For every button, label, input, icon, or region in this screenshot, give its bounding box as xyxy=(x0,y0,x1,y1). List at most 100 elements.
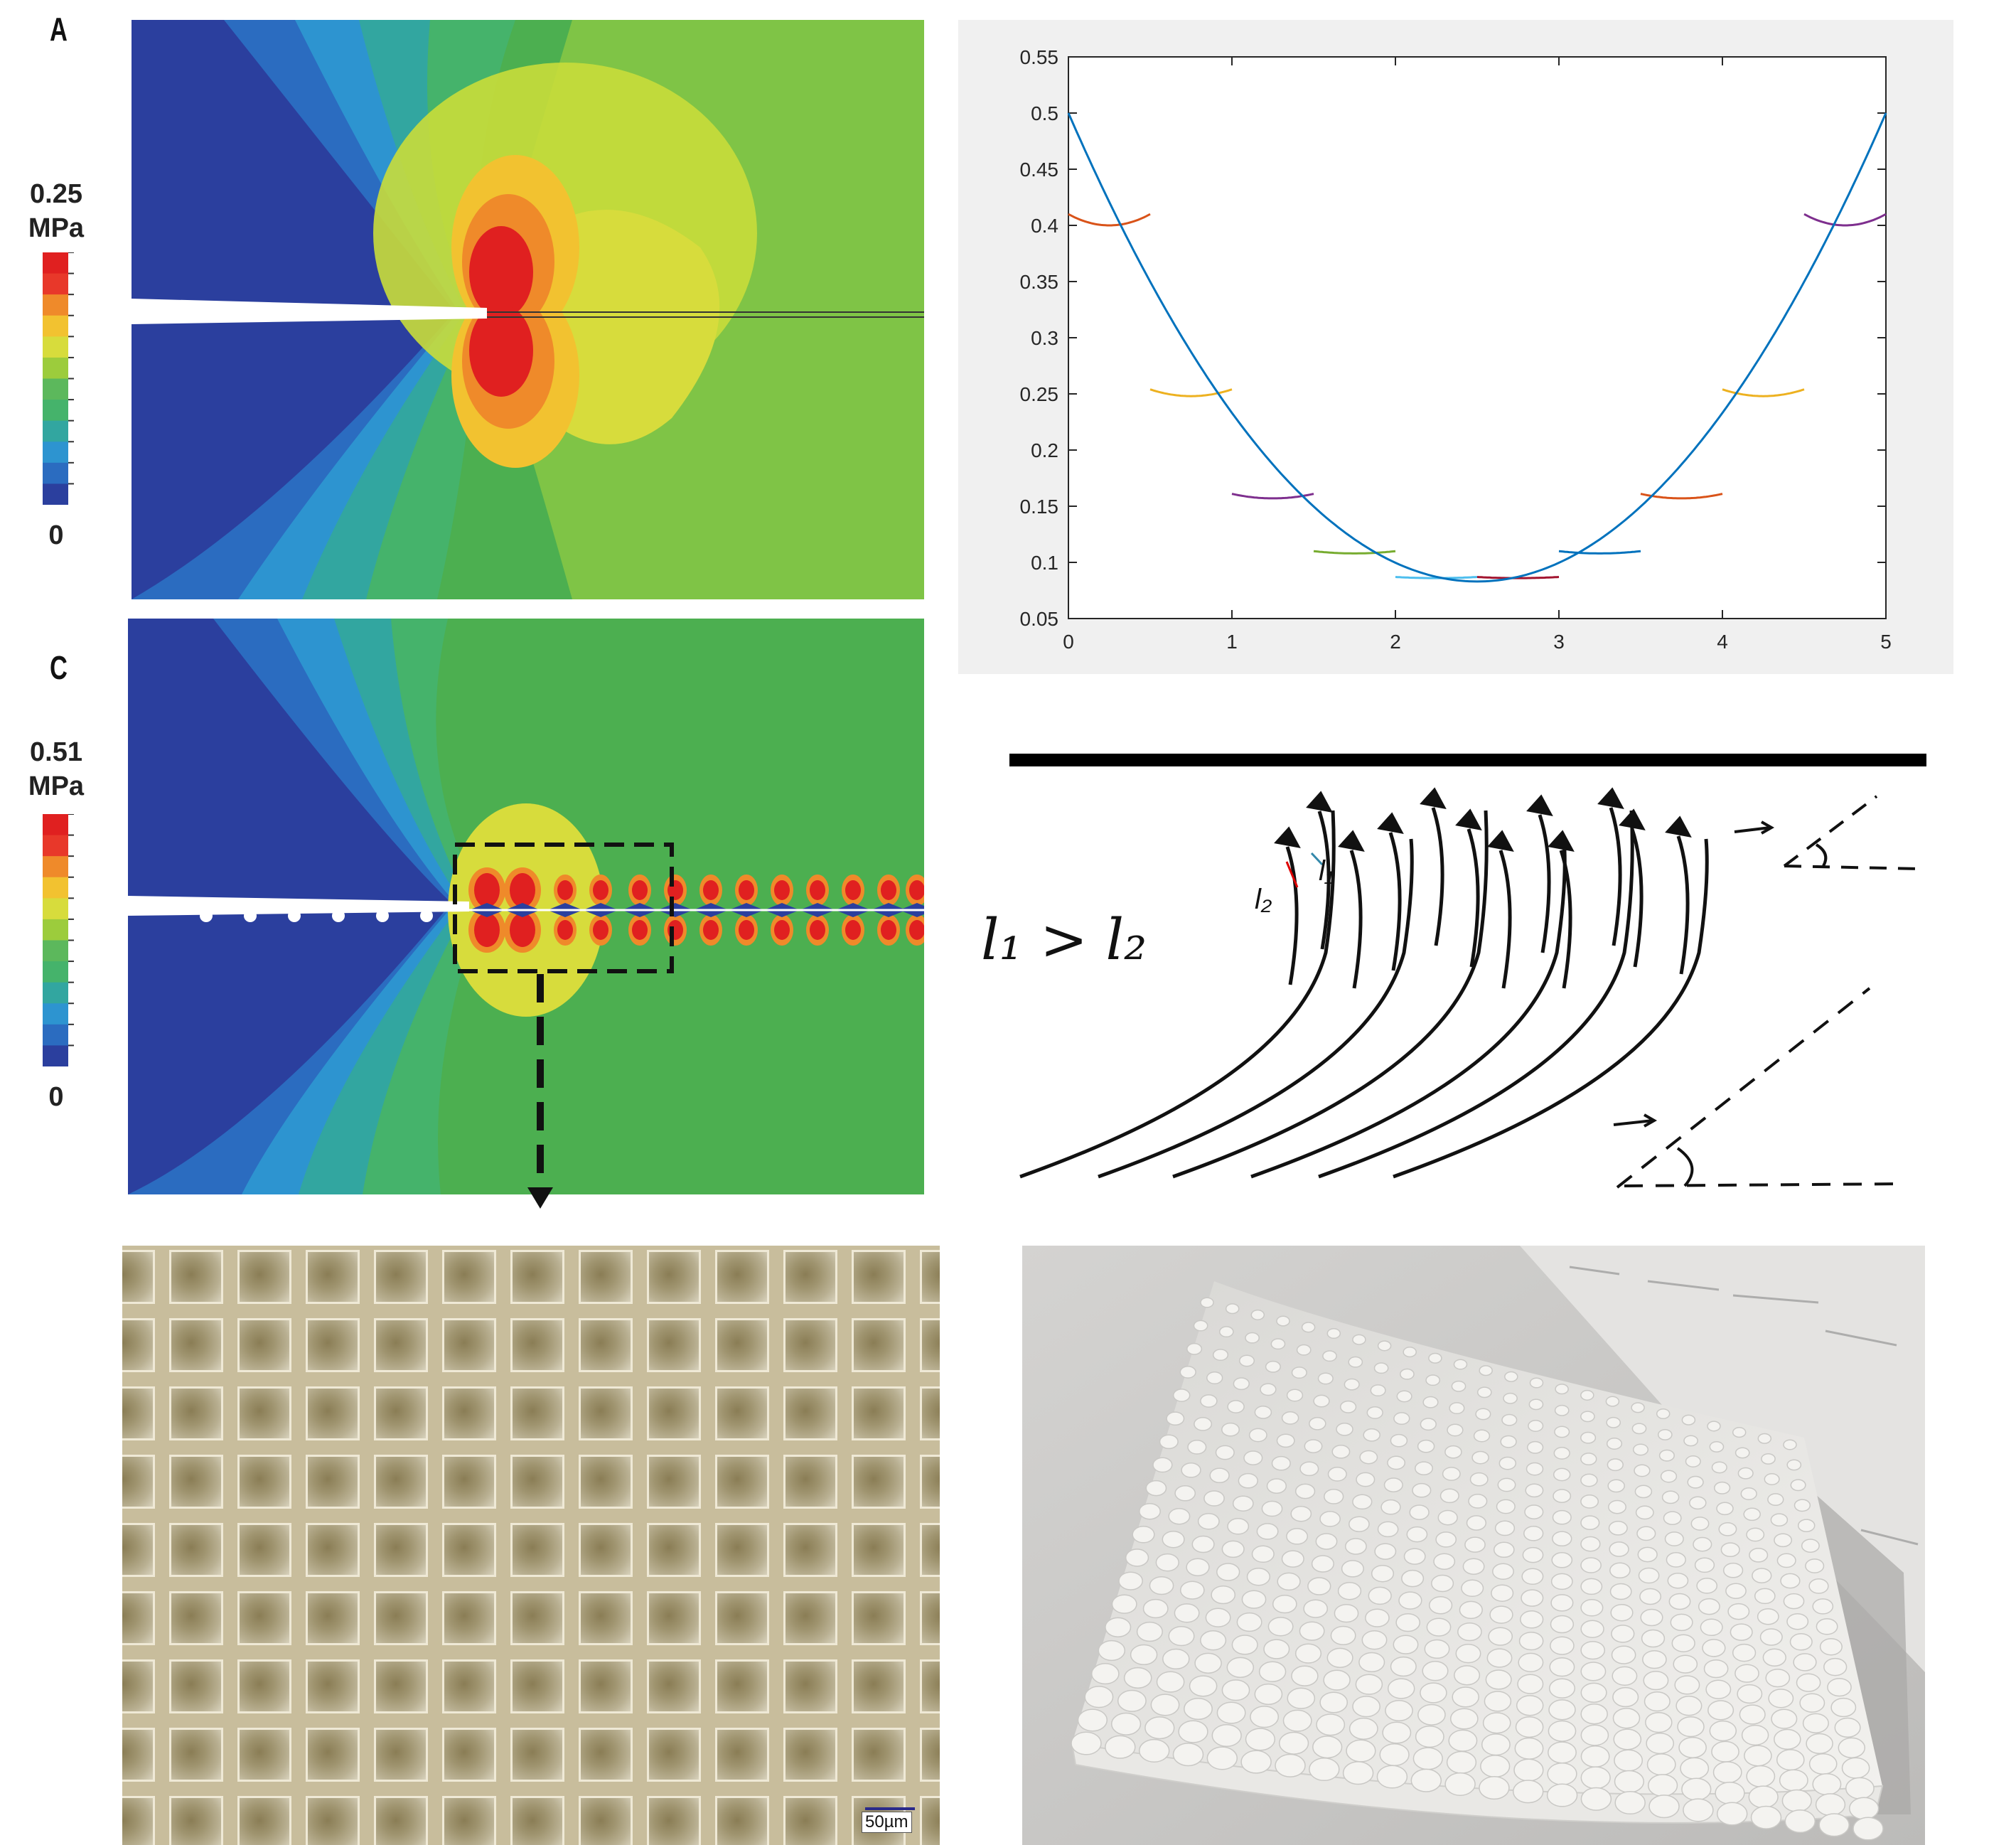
micropillar xyxy=(442,1250,496,1304)
micropillar xyxy=(237,1318,291,1372)
micropillar xyxy=(920,1591,940,1645)
micropillar xyxy=(169,1728,223,1782)
micropillar xyxy=(374,1386,428,1440)
micropillar xyxy=(715,1318,769,1372)
micropillar xyxy=(715,1455,769,1509)
micropillar xyxy=(920,1523,940,1577)
micropillar xyxy=(374,1659,428,1713)
micropillar xyxy=(442,1318,496,1372)
micropillar xyxy=(374,1523,428,1577)
micropillar xyxy=(647,1386,701,1440)
micropillar xyxy=(852,1455,906,1509)
micropillar xyxy=(579,1318,633,1372)
y-tick-label: 0.4 xyxy=(1031,215,1058,237)
relation-label: l₁ > l₂ xyxy=(981,907,1147,973)
y-tick-label: 0.05 xyxy=(1020,608,1059,630)
micropillar xyxy=(510,1318,564,1372)
micropillar xyxy=(647,1591,701,1645)
micropillar xyxy=(442,1728,496,1782)
micropillar xyxy=(510,1523,564,1577)
micropillar xyxy=(715,1591,769,1645)
micropillar xyxy=(374,1796,428,1845)
micropillar xyxy=(852,1523,906,1577)
chart-arc-4 xyxy=(1313,550,1396,555)
chart-arc-6 xyxy=(1476,576,1560,579)
micropillar xyxy=(306,1455,360,1509)
micropillar xyxy=(783,1659,837,1713)
micropillar xyxy=(783,1591,837,1645)
dashed-line-bottom-1 xyxy=(1616,987,1871,1189)
micropillar xyxy=(510,1591,564,1645)
micropillar xyxy=(442,1386,496,1440)
micropillar xyxy=(122,1796,155,1845)
micropillar xyxy=(306,1728,360,1782)
micropillar xyxy=(852,1386,906,1440)
y-tick-label: 0.25 xyxy=(1020,383,1059,405)
micropillar xyxy=(715,1523,769,1577)
micropillar xyxy=(920,1250,940,1304)
micropillar xyxy=(783,1455,837,1509)
micropillar xyxy=(169,1523,223,1577)
label-l2: l₂ xyxy=(1255,884,1272,915)
micropillar xyxy=(647,1523,701,1577)
micrograph-panel: 50µm xyxy=(122,1246,940,1845)
y-tick-label: 0.2 xyxy=(1031,439,1058,461)
l2-segment xyxy=(1285,861,1299,888)
micropillar xyxy=(306,1591,360,1645)
y-tick-label: 0.55 xyxy=(1020,46,1059,68)
panel-a-letter: A xyxy=(50,11,68,48)
panel-c-colorbar-max: 0.51 xyxy=(30,737,82,767)
scale-bar-label: 50µm xyxy=(862,1812,912,1833)
micropillar xyxy=(579,1659,633,1713)
micropillar xyxy=(852,1659,906,1713)
y-tick-label: 0.15 xyxy=(1020,496,1059,518)
micropillar xyxy=(715,1250,769,1304)
micropillar xyxy=(374,1591,428,1645)
micropillar xyxy=(122,1591,155,1645)
arc-fit-line-chart: 0 1 2 3 4 5 0.05 0.1 0.15 0.2 0.25 0.3 0.35 0.4 0.45 0.… xyxy=(958,20,1953,674)
chart-arc-5 xyxy=(1395,576,1478,579)
micropillar xyxy=(579,1728,633,1782)
micropillar xyxy=(122,1659,155,1713)
micropillar xyxy=(169,1659,223,1713)
micropillar xyxy=(306,1659,360,1713)
micropillar xyxy=(852,1591,906,1645)
micropillar xyxy=(237,1523,291,1577)
micropillar xyxy=(442,1523,496,1577)
micropillar xyxy=(579,1386,633,1440)
micropillar xyxy=(237,1659,291,1713)
micropillar xyxy=(169,1250,223,1304)
panel-a-colorbar-max: 0.25 xyxy=(30,179,82,209)
micropillar xyxy=(920,1659,940,1713)
micropillar xyxy=(169,1386,223,1440)
micropillar xyxy=(237,1386,291,1440)
micropillar xyxy=(122,1728,155,1782)
micropillar xyxy=(920,1728,940,1782)
micropillar xyxy=(169,1318,223,1372)
panel-c-contour-plot xyxy=(128,619,924,1194)
micropillar xyxy=(852,1250,906,1304)
micropillar xyxy=(237,1591,291,1645)
x-tick-label: 2 xyxy=(1390,631,1401,653)
micropillar xyxy=(442,1796,496,1845)
panel-a-contour-plot xyxy=(132,20,924,599)
panel-c-colorbar-min: 0 xyxy=(48,1082,64,1112)
panel-a-colorbar-unit: MPa xyxy=(28,213,85,243)
micropillar xyxy=(169,1455,223,1509)
hair-sketch: l₂ l₁ xyxy=(1009,754,1926,1189)
dashed-line-bottom-2 xyxy=(1624,1182,1906,1187)
micropillar xyxy=(647,1659,701,1713)
dashed-line-top-1 xyxy=(1783,795,1878,867)
micropillar xyxy=(510,1386,564,1440)
micropillar xyxy=(442,1591,496,1645)
arrow-top xyxy=(1734,826,1771,833)
micropillar xyxy=(647,1796,701,1845)
micropillar xyxy=(122,1455,155,1509)
micropillar xyxy=(579,1523,633,1577)
micropillar xyxy=(237,1728,291,1782)
micropillar xyxy=(510,1659,564,1713)
micropillar xyxy=(852,1318,906,1372)
micropillar xyxy=(374,1318,428,1372)
micropillar xyxy=(306,1796,360,1845)
micropillar xyxy=(122,1318,155,1372)
